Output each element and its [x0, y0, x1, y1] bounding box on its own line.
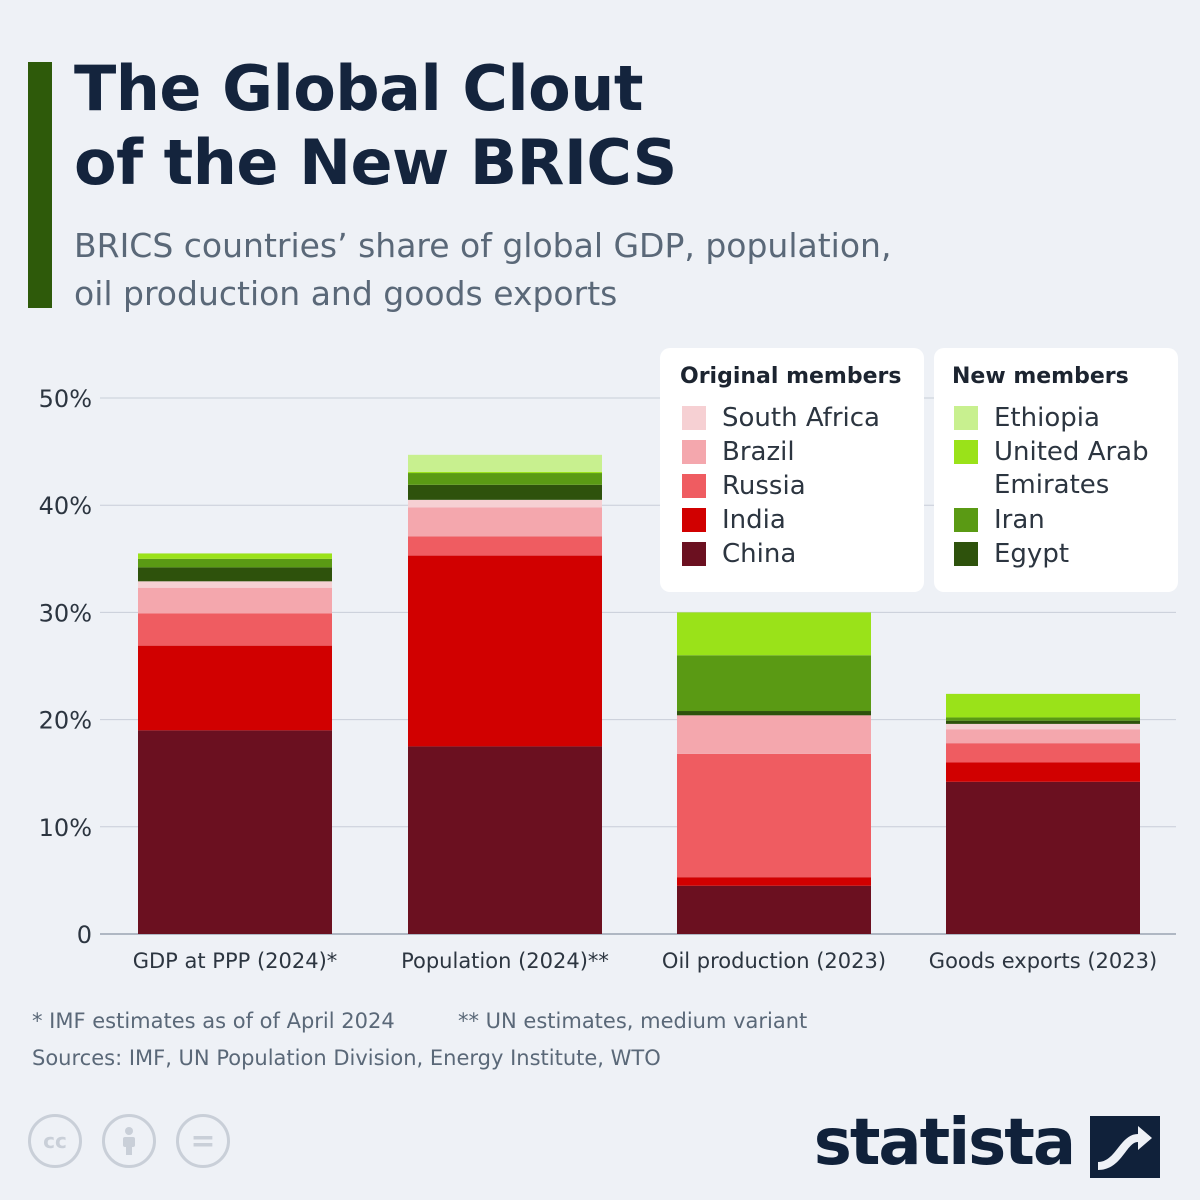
legend-item-brazil: Brazil [682, 436, 795, 469]
statista-logo-icon[interactable] [1090, 1116, 1160, 1178]
legend-label: India [722, 505, 786, 535]
legend-item-south-africa: South Africa [682, 402, 880, 435]
bar-segment-iran [946, 717, 1140, 721]
bar-segment-india [946, 762, 1140, 782]
stacked-bar-chart: 0 10% 20% 30% 40% 50% GDP at PPP (2024)* Popul… [39, 385, 1176, 973]
bar-segment-brazil [408, 507, 602, 537]
bar-segment-united-arab-emirates [408, 471, 602, 474]
legend-label: Ethiopia [994, 403, 1100, 433]
footnote-un: ** UN estimates, medium variant [458, 1009, 808, 1033]
bar-segment-russia [946, 743, 1140, 763]
bar-segment-iran [408, 473, 602, 485]
legend-swatch [682, 474, 706, 498]
bar-segment-china [408, 746, 602, 934]
legend-swatch [954, 406, 978, 430]
subtitle-line-1: BRICS countries’ share of global GDP, po… [74, 226, 892, 265]
legend-label: Egypt [994, 539, 1070, 569]
bar-segment-united-arab-emirates [677, 612, 871, 656]
legend-item-iran: Iran [954, 504, 1045, 537]
person-glyph [123, 1127, 135, 1155]
legend-label: South Africa [722, 403, 880, 433]
no-derivatives-icon[interactable]: = [176, 1114, 230, 1168]
bar-segment-united-arab-emirates [946, 693, 1140, 718]
legend-swatch [954, 440, 978, 464]
legend-label-line-1: United Arab [994, 437, 1149, 467]
legend-swatch [682, 508, 706, 532]
chart-title: The Global Clout of the New BRICS [74, 52, 677, 200]
bar-segment-russia [138, 613, 332, 646]
footnote-imf: * IMF estimates as of of April 2024 [32, 1009, 395, 1033]
bar-segment-russia [408, 536, 602, 556]
y-axis-ticks: 0 10% 20% 30% 40% 50% [39, 385, 92, 949]
bar-segment-brazil [138, 587, 332, 614]
legend-original-members: Original members South Africa Brazil Rus… [660, 348, 924, 592]
legend-item-ethiopia: Ethiopia [954, 402, 1100, 435]
legend-original-title: Original members [680, 364, 902, 389]
legend-swatch [954, 542, 978, 566]
bar-segment-iran [138, 558, 332, 568]
legend-swatch [682, 440, 706, 464]
bar-segment-india [677, 877, 871, 886]
x-tick-label: Oil production (2023) [662, 949, 886, 973]
bar-segment-russia [677, 753, 871, 878]
legend-item-india: India [682, 504, 786, 537]
x-axis-labels: GDP at PPP (2024)* Population (2024)** Oil… [133, 949, 1157, 973]
bar-segment-india [408, 555, 602, 747]
legend-new-title: New members [952, 364, 1129, 389]
y-tick-label: 40% [39, 492, 92, 520]
title-accent-bar [28, 62, 52, 308]
legend-item-uae: United Arab Emirates [954, 436, 1149, 502]
legend-label: Iran [994, 505, 1045, 535]
y-tick-label: 50% [39, 385, 92, 413]
y-tick-label: 10% [39, 814, 92, 842]
legend-label: United Arab Emirates [994, 436, 1149, 502]
bar-segment-egypt [138, 567, 332, 582]
attribution-person-icon[interactable] [102, 1114, 156, 1168]
bar-segment-india [138, 645, 332, 731]
legend-swatch [682, 406, 706, 430]
bar-segment-south-africa [946, 723, 1140, 730]
bar-segment-egypt [946, 720, 1140, 724]
bar-segment-china [946, 781, 1140, 934]
bar-segment-ethiopia [408, 454, 602, 472]
legend-item-china: China [682, 538, 796, 571]
y-tick-label: 0 [77, 921, 92, 949]
title-line-1: The Global Clout [74, 52, 643, 125]
x-tick-label: Goods exports (2023) [929, 949, 1157, 973]
bar-segment-united-arab-emirates [138, 553, 332, 559]
bar-segment-brazil [946, 729, 1140, 744]
bars [138, 454, 1140, 934]
legend-label: Russia [722, 471, 806, 501]
subtitle-line-2: oil production and goods exports [74, 274, 618, 313]
legend-new-members: New members Ethiopia United Arab Emirate… [934, 348, 1178, 592]
legend-label: China [722, 539, 797, 569]
bar-segment-egypt [677, 711, 871, 716]
legend-label-line-2: Emirates [994, 470, 1110, 500]
y-tick-label: 30% [39, 599, 92, 627]
x-tick-label: GDP at PPP (2024)* [133, 949, 338, 973]
sources-note: Sources: IMF, UN Population Division, En… [32, 1046, 661, 1070]
legend-item-russia: Russia [682, 470, 806, 503]
bar-segment-south-africa [138, 581, 332, 588]
bar-segment-china [677, 885, 871, 934]
bar-segment-brazil [677, 715, 871, 754]
bar-segment-china [138, 730, 332, 934]
title-line-2: of the New BRICS [74, 126, 677, 199]
creative-commons-icon[interactable]: cc [28, 1114, 82, 1168]
chart-subtitle: BRICS countries’ share of global GDP, po… [74, 222, 1074, 318]
legend-swatch [954, 508, 978, 532]
x-tick-label: Population (2024)** [401, 949, 609, 973]
bar-segment-south-africa [408, 499, 602, 508]
y-tick-label: 20% [39, 707, 92, 735]
bar-segment-iran [677, 655, 871, 712]
statista-logo-text[interactable]: statista [813, 1106, 1076, 1180]
legend-swatch [682, 542, 706, 566]
legend-item-egypt: Egypt [954, 538, 1069, 571]
bar-segment-egypt [408, 484, 602, 500]
legend-label: Brazil [722, 437, 795, 467]
